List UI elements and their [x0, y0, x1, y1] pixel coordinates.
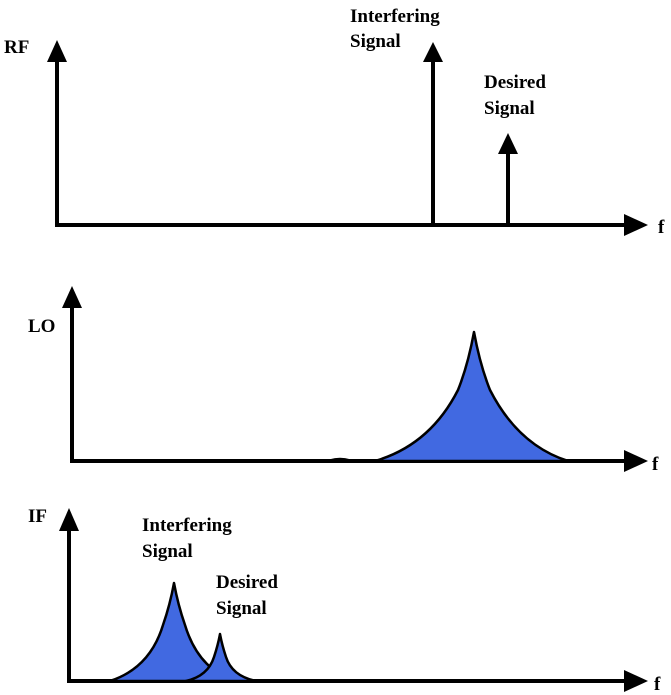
if-interfering-label-line2: Signal [142, 541, 193, 562]
lo-panel: LO f [28, 286, 659, 475]
rf-interfering-arrowhead [423, 42, 443, 62]
if-frequency-label: f [654, 674, 661, 695]
lo-x-arrowhead [624, 450, 648, 472]
lo-frequency-label: f [652, 454, 659, 475]
if-desired-peak [184, 632, 258, 683]
if-panel: IF f Interfering Signal Desired Signal [28, 506, 661, 695]
if-y-arrowhead [59, 508, 79, 531]
rf-desired-arrowhead [498, 133, 518, 154]
rf-y-arrowhead [47, 40, 67, 62]
rf-panel: RF f Interfering Signal Desired Signal [4, 6, 665, 238]
rf-axis-label: RF [4, 37, 29, 58]
lo-y-arrowhead [62, 286, 82, 308]
lo-axis-label: LO [28, 316, 55, 337]
if-axis-label: IF [28, 506, 47, 527]
if-x-arrowhead [624, 670, 648, 692]
rf-desired-label-line2: Signal [484, 98, 535, 119]
if-desired-label-line2: Signal [216, 598, 267, 619]
rf-interfering-label-line1: Interfering [350, 6, 440, 27]
lo-baseline-mark [329, 457, 351, 461]
if-desired-label-line1: Desired [216, 572, 278, 593]
rf-interfering-label-line2: Signal [350, 31, 401, 52]
rf-desired-label-line1: Desired [484, 72, 546, 93]
if-interfering-label-line1: Interfering [142, 515, 232, 536]
if-interfering-peak [108, 581, 236, 683]
lo-peak [373, 330, 570, 463]
rf-x-arrowhead [624, 214, 648, 236]
rf-frequency-label: f [658, 217, 665, 238]
